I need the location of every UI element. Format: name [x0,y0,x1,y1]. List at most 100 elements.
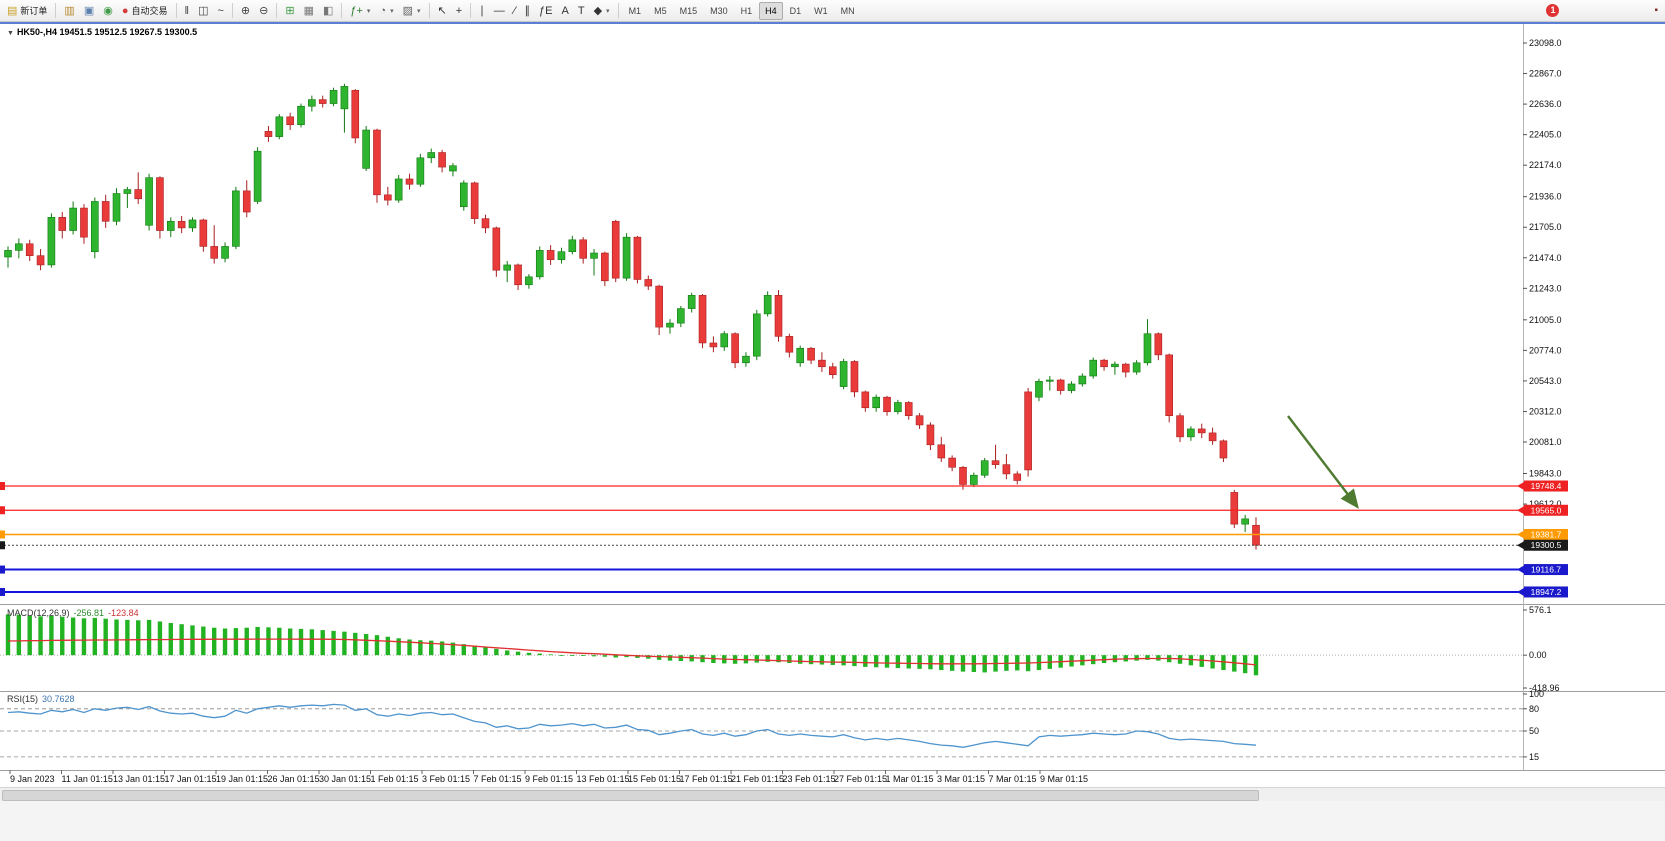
rsi-axis-label: 50 [1529,726,1539,736]
fibonacci-icon-button[interactable]: ƒE [535,2,556,20]
text-label-icon-icon: T [577,4,585,17]
candle [15,243,23,251]
macd-bar [841,655,846,666]
vertical-line-icon-button[interactable]: ∣ [475,2,489,20]
trendline-icon-button[interactable]: ∕ [510,2,520,20]
horizontal-level-line-19300.5[interactable]: 19300.5 [0,539,1568,551]
price-badge-label: 19116.7 [1531,565,1561,575]
cursor-icon-button[interactable]: ↖ [434,2,451,20]
price-axis[interactable]: 23098.0 22867.0 22636.0 22405.0 22174.0 21936… [1523,38,1562,509]
macd-bar [429,640,434,656]
zoom-in-icon-button[interactable]: ⊕ [237,2,254,20]
candle [687,295,696,309]
candle [1165,354,1173,417]
charts-icon-button[interactable]: ▥ [60,2,78,20]
candle [1111,363,1119,368]
cascade-windows-icon-button[interactable]: ◧ [319,2,337,20]
period-selector-icon-button[interactable]: ◔ ▾ [375,2,397,20]
notification-badge[interactable]: 1 [1546,4,1560,17]
indicators-icon-button[interactable]: ƒ+ ▾ [346,2,374,20]
trend-arrow-annotation[interactable] [1287,415,1359,509]
candle [177,220,186,229]
macd-bar [266,627,271,656]
time-axis-label: 21 Feb 01:15 [731,774,784,784]
price-badge [1524,539,1568,551]
horizontal-level-line-19381.7[interactable]: 19381.7 [0,529,1568,541]
badge-pointer-icon [1517,587,1524,596]
channel-icon-button[interactable]: ∥ [521,2,535,20]
macd-bar [852,655,857,667]
horizontal-level-line-19748.4[interactable]: 19748.4 [0,480,1568,492]
chevron-down-icon: ▾ [366,7,371,15]
price-tick-label: 21474.0 [1529,253,1562,263]
candle [666,322,674,328]
arrange-windows-icon-button[interactable]: ▦ [300,2,318,20]
candle [384,194,392,201]
new-order-button[interactable]: ▤ 新订单 [3,2,51,20]
macd-bar [353,632,358,656]
candle [818,359,826,368]
candle [123,189,132,194]
candlestick-chart-icon-button[interactable]: ◫ [194,2,212,20]
market-watch-icon-button[interactable]: ▣ [80,2,98,20]
autotrade-button[interactable]: ● 自动交易 [118,2,172,20]
navigator-icon-button[interactable]: ◉ [99,2,117,20]
candle [1121,363,1130,373]
macd-bar [949,655,955,671]
window-corner-icon[interactable]: ▪ [1654,4,1658,16]
horizontal-line-icon-button[interactable]: — [490,2,509,20]
macd-bar [570,655,575,656]
candle [297,105,305,126]
candle [4,250,12,258]
timeframe-button-M15[interactable]: M15 [679,5,698,16]
bar-chart-icon-button[interactable]: ‖ [181,2,194,20]
text-icon-button[interactable]: A [558,2,573,20]
timeframe-button-M5[interactable]: M5 [654,5,667,16]
price-tick-label: 21936.0 [1529,192,1562,202]
timeframe-button-D1[interactable]: D1 [789,5,802,16]
candle [69,207,77,231]
candle [535,250,544,278]
crosshair-icon-button[interactable]: + [452,2,466,20]
templates-icon-button[interactable]: ▨ ▾ [399,2,425,20]
channel-icon-icon: ∥ [524,4,531,17]
shapes-icon-button[interactable]: ◆ ▾ [590,2,614,20]
zoom-out-icon-button[interactable]: ⊖ [255,2,272,20]
macd-bar [1134,655,1139,661]
macd-bar [580,655,586,656]
timeframe-button-M30[interactable]: M30 [710,5,728,16]
timeframe-button-H1[interactable]: H1 [740,5,753,16]
candle [611,220,620,279]
candle [698,295,707,344]
horizontal-scrollbar[interactable] [0,787,1665,801]
horizontal-level-line-18947.2[interactable]: 18947.2 [0,586,1568,598]
candle [1089,359,1098,377]
macd-signal-line [7,638,1257,666]
text-label-icon-button[interactable]: T [574,2,589,20]
candle [774,295,783,337]
macd-bar [483,647,488,656]
timeframe-button-MN[interactable]: MN [840,5,855,16]
tile-windows-icon-button[interactable]: ⊞ [281,2,298,20]
period-selector-icon-icon: ◔ [379,4,387,17]
horizontal-scrollbar-thumb[interactable] [2,790,1259,801]
timeframe-button-M1[interactable]: M1 [628,5,642,16]
candle [286,116,294,126]
horizontal-level-line-19116.7[interactable]: 19116.7 [0,564,1568,576]
timeframe-button-W1[interactable]: W1 [814,5,828,16]
macd-bar [798,655,803,664]
horizontal-level-line-19565.0[interactable]: 19565.0 [0,504,1568,516]
candle [416,157,425,185]
line-chart-icon-button[interactable]: ~ [213,2,227,20]
macd-bar [863,655,868,667]
time-axis[interactable]: 9 Jan 2023 11 Jan 01:15 13 Jan 01:15 17 Jan… [9,770,1088,784]
macd-bar [754,655,759,663]
chart-dropdown-icon[interactable]: ▼ [7,30,14,37]
toolbar: ▤ 新订单 ▥ ▣ ◉ ● 自动交易 ‖ ◫ ~ ⊕ ⊖ ⊞ ▦ ◧ ƒ+ ▾ ◔ ▾ ▨ ▾ ↖ + ∣ — ∕ ∥ ƒE A T ◆ ▾ M… [0,0,1665,22]
timeframe-button-H4[interactable]: H4 [759,1,783,20]
price-badge-label: 19300.5 [1531,540,1562,550]
time-axis-label: 17 Jan 01:15 [165,774,217,784]
price-tick-label: 22174.0 [1529,160,1562,170]
macd-bar [16,614,22,656]
